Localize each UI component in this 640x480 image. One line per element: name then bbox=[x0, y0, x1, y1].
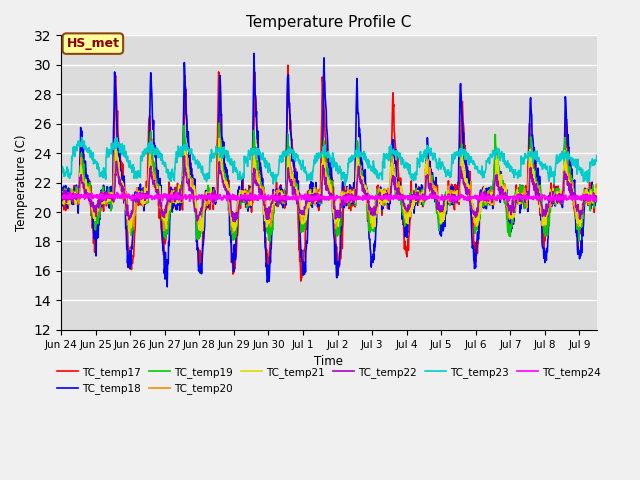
TC_temp17 bbox=[284, 62, 292, 68]
TC_temp21 bbox=[57, 193, 65, 199]
TC_temp23 bbox=[363, 159, 371, 165]
TC_temp21 bbox=[296, 199, 304, 204]
Line: TC_temp17: TC_temp17 bbox=[61, 65, 596, 281]
TC_temp22 bbox=[296, 210, 304, 216]
TC_temp20 bbox=[229, 229, 237, 235]
TC_temp22 bbox=[363, 194, 371, 200]
TC_temp24 bbox=[121, 194, 129, 200]
Legend: TC_temp17, TC_temp18, TC_temp19, TC_temp20, TC_temp21, TC_temp22, TC_temp23, TC_: TC_temp17, TC_temp18, TC_temp19, TC_temp… bbox=[52, 363, 605, 398]
TC_temp23 bbox=[121, 149, 129, 155]
TC_temp18 bbox=[57, 186, 65, 192]
TC_temp19 bbox=[306, 190, 314, 196]
TC_temp23 bbox=[99, 171, 107, 177]
TC_temp24 bbox=[285, 195, 292, 201]
TC_temp20 bbox=[306, 192, 314, 197]
TC_temp17 bbox=[285, 97, 292, 103]
TC_temp17 bbox=[57, 191, 65, 196]
TC_temp18 bbox=[285, 101, 293, 107]
TC_temp22 bbox=[57, 195, 65, 201]
Line: TC_temp23: TC_temp23 bbox=[61, 137, 596, 185]
TC_temp24 bbox=[593, 197, 600, 203]
TC_temp24 bbox=[342, 200, 350, 205]
TC_temp19 bbox=[57, 203, 65, 208]
Text: HS_met: HS_met bbox=[67, 37, 120, 50]
TC_temp17 bbox=[296, 258, 303, 264]
TC_temp22 bbox=[306, 199, 314, 204]
Line: TC_temp22: TC_temp22 bbox=[61, 156, 596, 222]
TC_temp20 bbox=[99, 195, 106, 201]
TC_temp21 bbox=[363, 191, 371, 197]
TC_temp19 bbox=[99, 189, 106, 194]
TC_temp23 bbox=[285, 149, 292, 155]
TC_temp21 bbox=[99, 200, 106, 206]
TC_temp22 bbox=[120, 195, 128, 201]
TC_temp22 bbox=[180, 153, 188, 159]
TC_temp22 bbox=[593, 198, 600, 204]
TC_temp20 bbox=[363, 191, 371, 197]
TC_temp19 bbox=[593, 195, 600, 201]
TC_temp17 bbox=[593, 185, 600, 191]
Line: TC_temp24: TC_temp24 bbox=[61, 192, 596, 203]
TC_temp23 bbox=[57, 171, 65, 177]
TC_temp22 bbox=[285, 174, 293, 180]
TC_temp20 bbox=[57, 196, 65, 202]
TC_temp20 bbox=[120, 195, 128, 201]
TC_temp18 bbox=[250, 50, 258, 56]
TC_temp18 bbox=[296, 232, 304, 238]
TC_temp23 bbox=[296, 160, 303, 166]
TC_temp23 bbox=[341, 182, 349, 188]
TC_temp21 bbox=[285, 165, 293, 170]
TC_temp23 bbox=[593, 153, 600, 158]
TC_temp22 bbox=[99, 198, 106, 204]
TC_temp20 bbox=[285, 158, 293, 164]
TC_temp24 bbox=[296, 193, 303, 199]
TC_temp23 bbox=[78, 134, 86, 140]
TC_temp17 bbox=[306, 194, 314, 200]
TC_temp22 bbox=[231, 219, 239, 225]
TC_temp18 bbox=[120, 201, 128, 206]
TC_temp18 bbox=[363, 185, 371, 191]
TC_temp20 bbox=[215, 139, 223, 144]
Title: Temperature Profile C: Temperature Profile C bbox=[246, 15, 412, 30]
TC_temp24 bbox=[113, 190, 121, 195]
TC_temp21 bbox=[593, 198, 600, 204]
TC_temp19 bbox=[266, 239, 273, 245]
Line: TC_temp19: TC_temp19 bbox=[61, 123, 596, 242]
TC_temp24 bbox=[305, 197, 313, 203]
TC_temp21 bbox=[120, 188, 128, 194]
TC_temp17 bbox=[120, 176, 128, 182]
TC_temp19 bbox=[285, 153, 293, 158]
Line: TC_temp21: TC_temp21 bbox=[61, 138, 596, 231]
X-axis label: Time: Time bbox=[314, 355, 344, 368]
Y-axis label: Temperature (C): Temperature (C) bbox=[15, 134, 28, 231]
TC_temp20 bbox=[593, 192, 600, 197]
TC_temp19 bbox=[215, 120, 223, 126]
TC_temp21 bbox=[216, 135, 223, 141]
TC_temp17 bbox=[99, 204, 106, 210]
TC_temp23 bbox=[305, 174, 313, 180]
TC_temp24 bbox=[99, 191, 106, 196]
TC_temp18 bbox=[99, 199, 106, 204]
TC_temp21 bbox=[125, 228, 133, 234]
TC_temp19 bbox=[120, 188, 128, 193]
TC_temp18 bbox=[306, 186, 314, 192]
TC_temp19 bbox=[296, 216, 304, 222]
TC_temp19 bbox=[363, 193, 371, 199]
TC_temp17 bbox=[297, 278, 305, 284]
TC_temp24 bbox=[57, 195, 65, 201]
TC_temp24 bbox=[363, 194, 371, 200]
TC_temp21 bbox=[306, 188, 314, 194]
TC_temp18 bbox=[593, 191, 600, 197]
Line: TC_temp18: TC_temp18 bbox=[61, 53, 596, 287]
TC_temp20 bbox=[296, 204, 304, 209]
Line: TC_temp20: TC_temp20 bbox=[61, 142, 596, 232]
TC_temp17 bbox=[363, 193, 371, 199]
TC_temp18 bbox=[163, 284, 171, 290]
